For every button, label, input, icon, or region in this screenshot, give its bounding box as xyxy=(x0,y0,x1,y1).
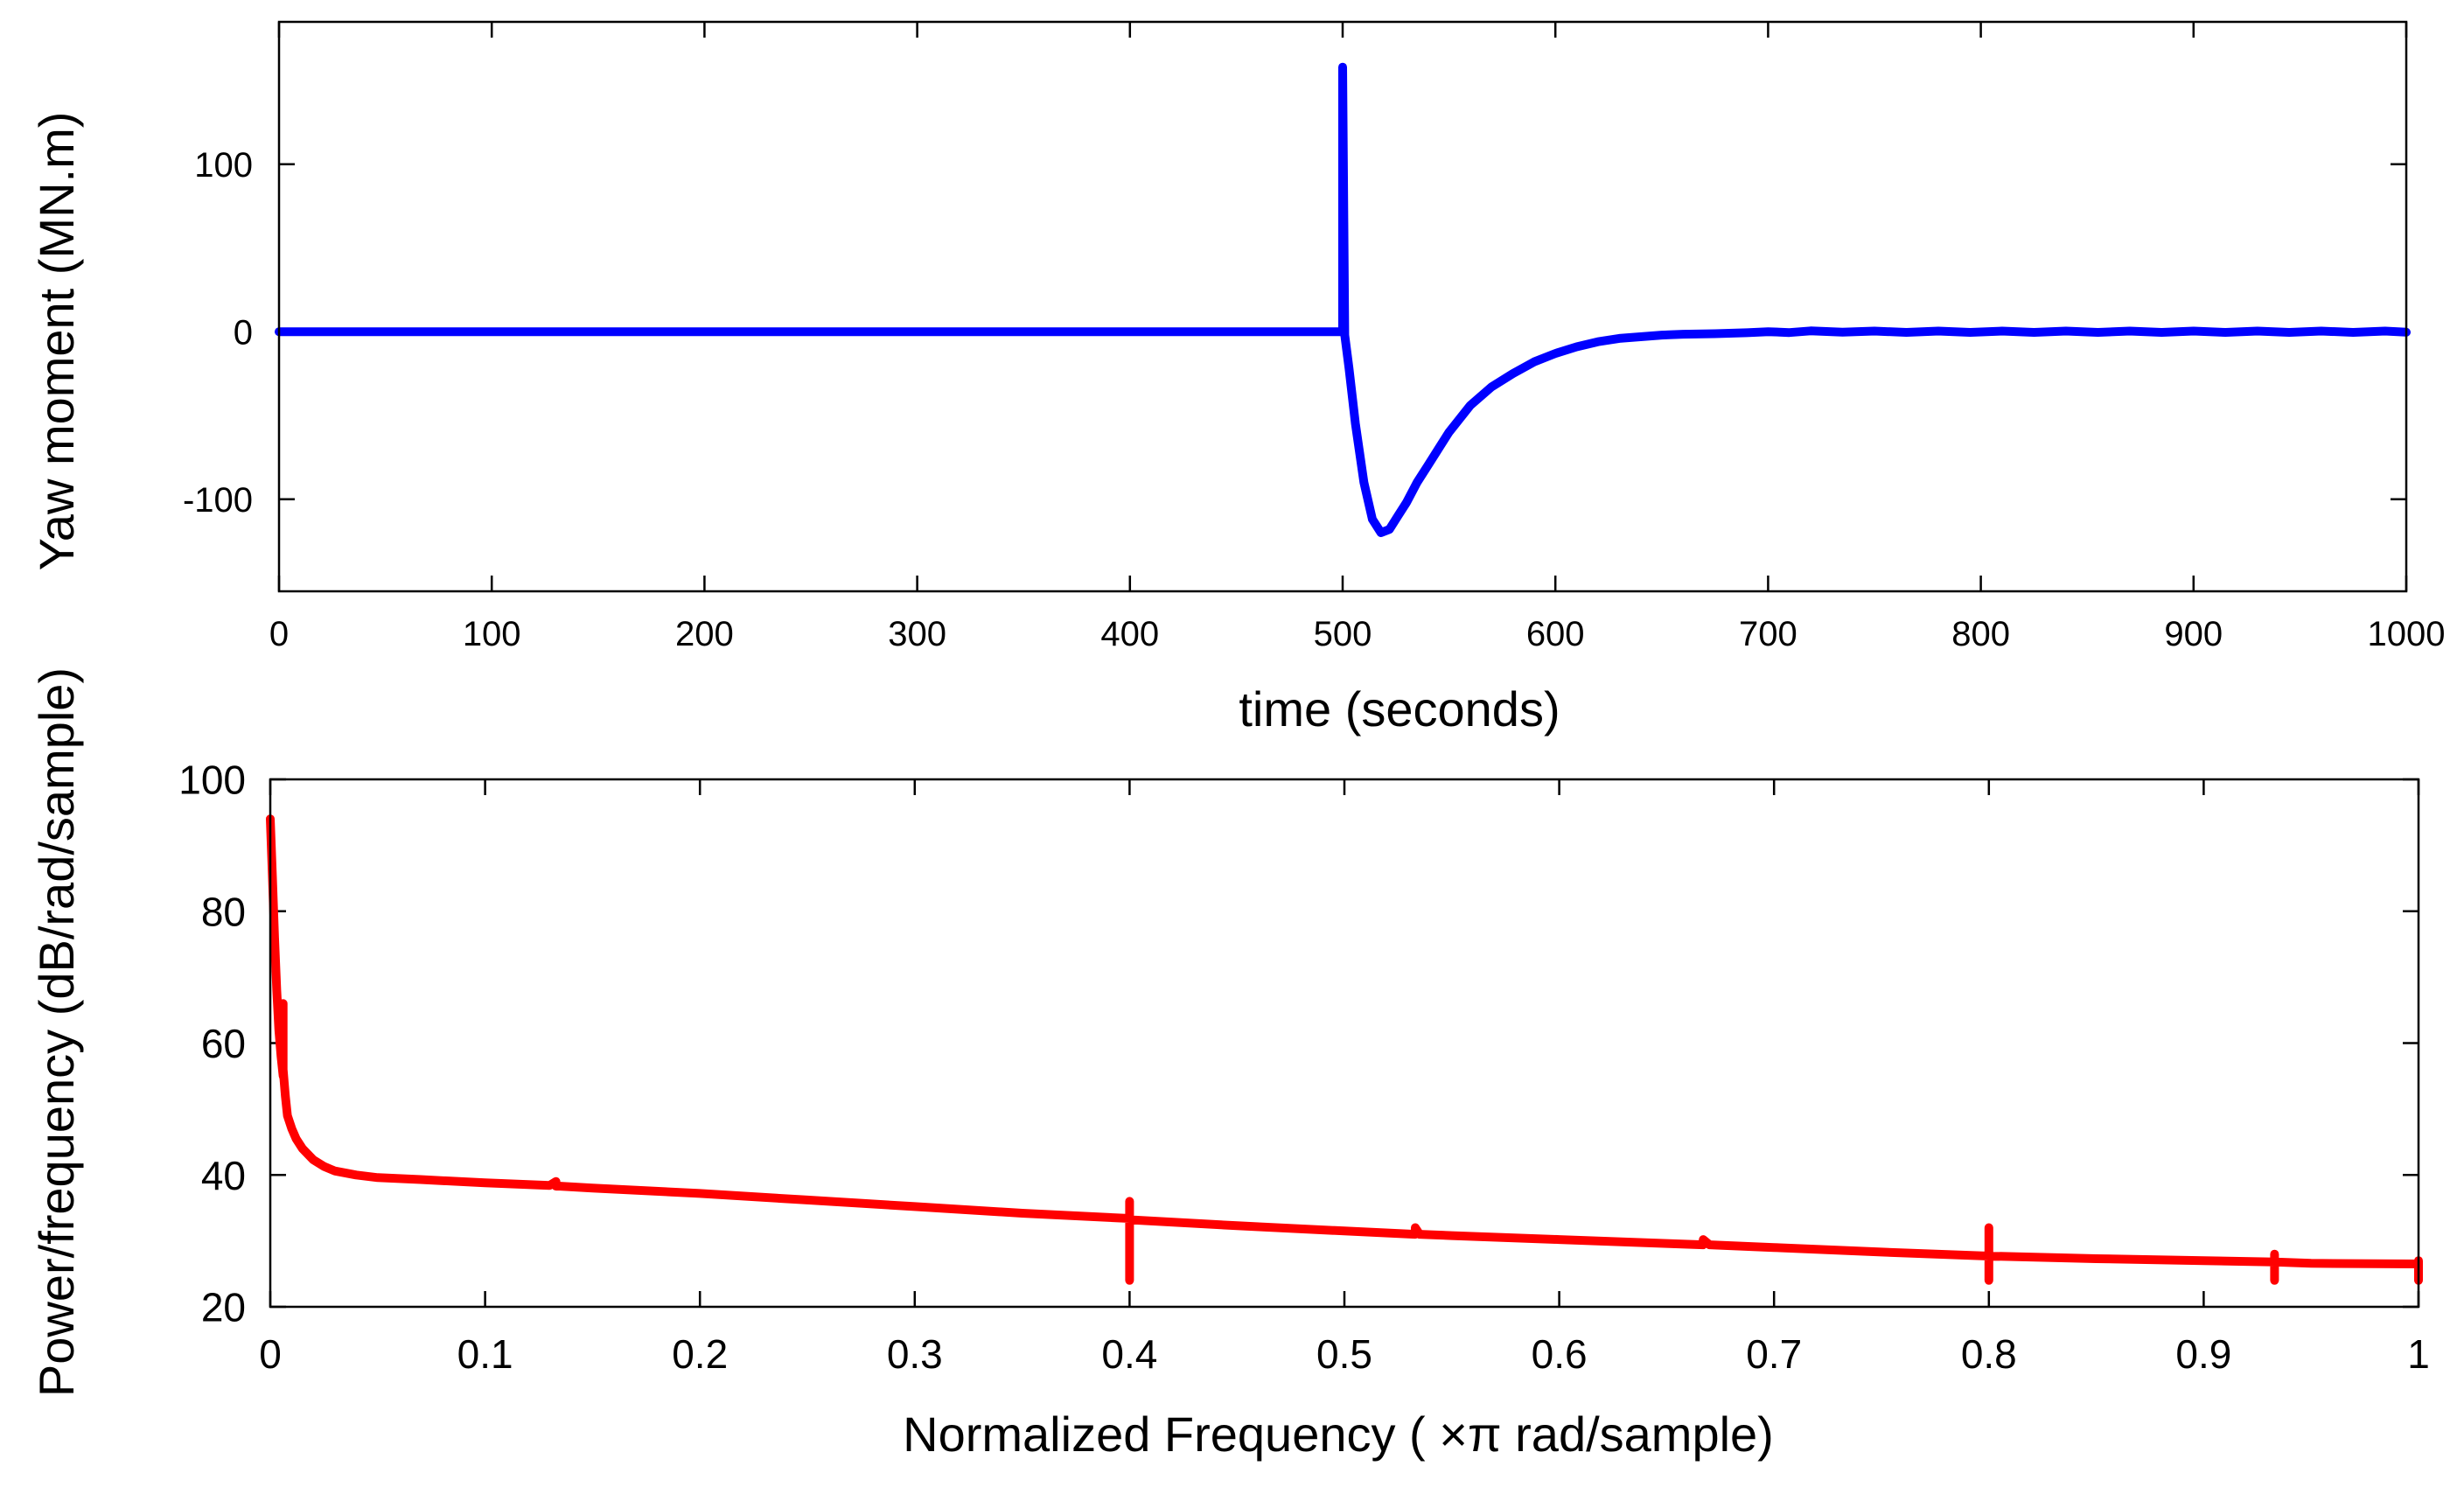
bottom-y-tick-label: 60 xyxy=(201,1021,246,1066)
bottom-x-tick-label: 0.1 xyxy=(457,1331,513,1377)
bottom-y-tick-label: 100 xyxy=(178,757,246,803)
bottom-x-tick-label: 0.6 xyxy=(1532,1331,1588,1377)
top-x-tick-label: 200 xyxy=(675,615,734,653)
yaw-moment-series-line xyxy=(275,62,2411,537)
bottom-x-tick-label: 0.8 xyxy=(1961,1331,2017,1377)
bottom-x-tick-label: 0.2 xyxy=(672,1331,728,1377)
top-plot-frame xyxy=(277,20,2408,593)
bottom-x-tick-label: 0.7 xyxy=(1746,1331,1802,1377)
bottom-x-axis-label: Normalized Frequency ( ×π rad/sample) xyxy=(903,1407,1774,1462)
bottom-x-tick-label: 0.5 xyxy=(1316,1331,1372,1377)
bottom-x-tick-label: 0 xyxy=(259,1331,282,1377)
bottom-y-ticks: 20 40 60 80 100 xyxy=(178,757,2419,1330)
top-x-tick-label: 1000 xyxy=(2368,615,2446,653)
top-x-tick-label: 600 xyxy=(1526,615,1585,653)
top-x-ticks: 0 100 200 300 400 500 600 700 800 900 1000 xyxy=(269,22,2446,653)
top-x-tick-label: 400 xyxy=(1100,615,1159,653)
bottom-plot-background xyxy=(270,779,2419,1307)
top-x-tick-label: 900 xyxy=(2164,615,2223,653)
top-x-tick-label: 0 xyxy=(269,615,289,653)
bottom-plot: 0 0.1 0.2 0.3 0.4 0.5 0.6 0.7 0.8 0.9 1 20 40 60 80 10… xyxy=(29,667,2430,1462)
bottom-y-axis-label: Power/frequency (dB/rad/sample) xyxy=(29,667,84,1397)
bottom-x-tick-label: 0.9 xyxy=(2175,1331,2231,1377)
top-y-tick-label: -100 xyxy=(183,481,253,520)
top-x-tick-label: 100 xyxy=(463,615,521,653)
top-y-tick-label: 0 xyxy=(234,314,253,353)
top-x-tick-label: 300 xyxy=(888,615,946,653)
top-x-tick-label: 500 xyxy=(1314,615,1372,653)
bottom-y-tick-label: 80 xyxy=(201,889,246,934)
top-x-tick-label: 800 xyxy=(1951,615,2010,653)
bottom-x-tick-label: 0.4 xyxy=(1101,1331,1157,1377)
top-plot: 0 100 200 300 400 500 600 700 800 900 1000 -100 0 10… xyxy=(29,20,2446,737)
top-y-tick-label: 100 xyxy=(194,146,253,185)
bottom-x-ticks: 0 0.1 0.2 0.3 0.4 0.5 0.6 0.7 0.8 0.9 1 xyxy=(259,779,2430,1377)
top-y-axis-label: Yaw moment (MN.m) xyxy=(29,112,84,571)
bottom-x-tick-label: 1 xyxy=(2407,1331,2430,1377)
bottom-plot-frame xyxy=(269,778,2420,1309)
top-x-axis-label: time (seconds) xyxy=(1239,681,1560,737)
bottom-y-tick-label: 20 xyxy=(201,1285,246,1330)
bottom-x-tick-label: 0.3 xyxy=(887,1331,943,1377)
top-x-tick-label: 700 xyxy=(1739,615,1797,653)
bottom-y-tick-label: 40 xyxy=(201,1153,246,1198)
top-y-ticks: -100 0 100 xyxy=(183,146,2406,520)
psd-series-line xyxy=(266,814,2423,1285)
